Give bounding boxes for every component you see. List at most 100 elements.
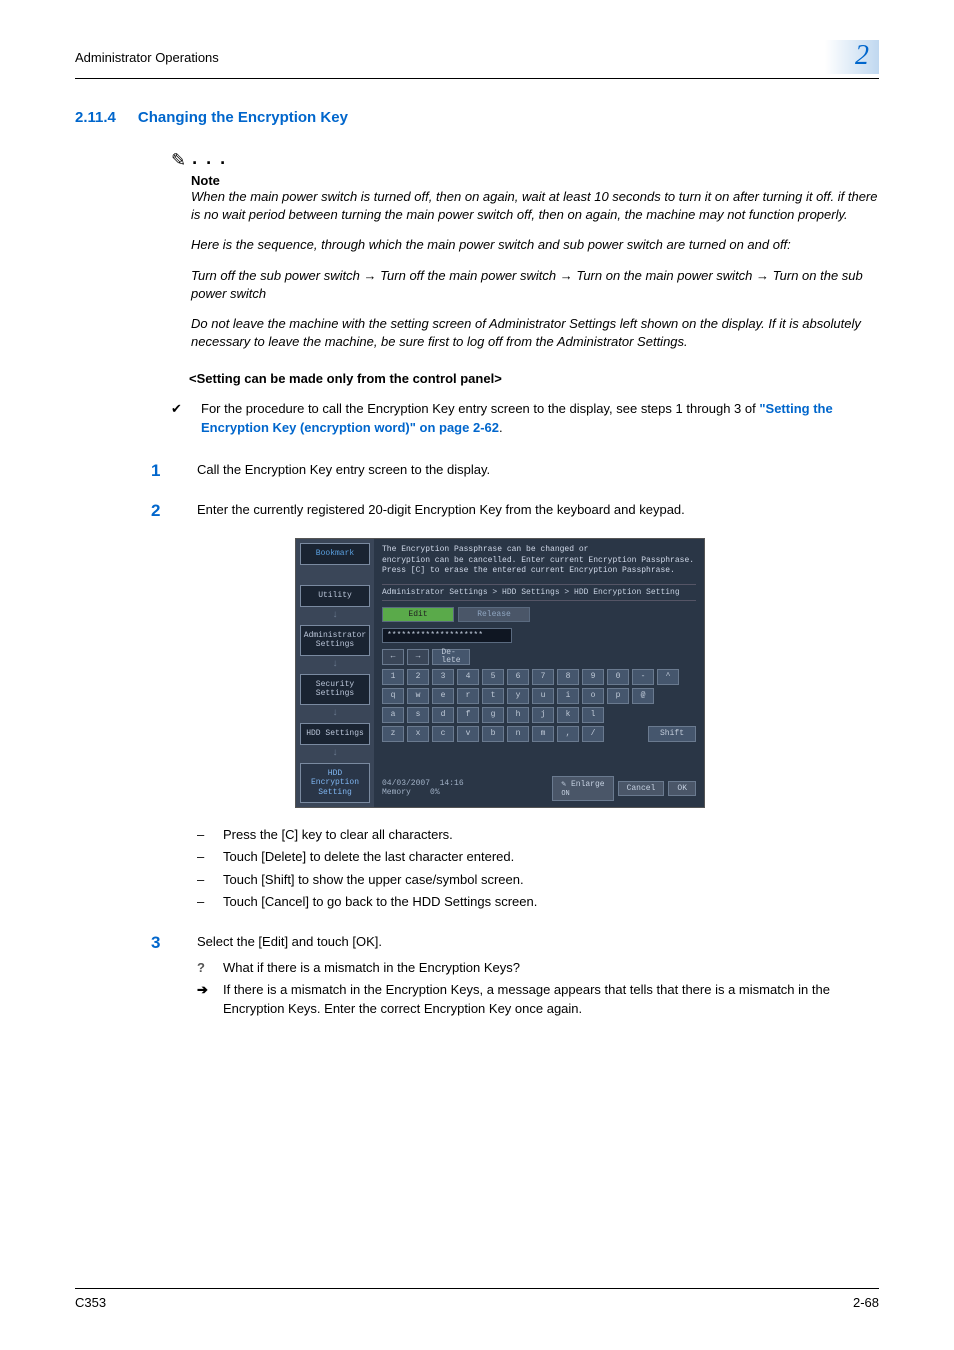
key-k[interactable]: k [557,707,579,723]
key-w[interactable]: w [407,688,429,704]
key-2[interactable]: 2 [407,669,429,685]
key-q[interactable]: q [382,688,404,704]
arrow-left-key[interactable]: ← [382,649,404,665]
note-dots: . . . [192,148,227,168]
section-number: 2.11.4 [75,109,116,126]
lcd-breadcrumb: Administrator Settings > HDD Settings > … [382,584,696,601]
key-3[interactable]: 3 [432,669,454,685]
arrow-down-icon: ↓ [300,660,370,670]
question-icon: ? [197,959,223,977]
note-label: Note [191,173,879,188]
key-i[interactable]: i [557,688,579,704]
step-text: Call the Encryption Key entry screen to … [197,459,879,479]
lcd-tabs: Edit Release [382,607,696,622]
key-row-1: 1234567890-^ [382,669,696,685]
cancel-button[interactable]: Cancel [618,781,665,796]
key-f[interactable]: f [457,707,479,723]
edit-tab[interactable]: Edit [382,607,454,622]
arrow-right-key[interactable]: → [407,649,429,665]
key-h[interactable]: h [507,707,529,723]
lcd-sidebar: Bookmark Utility ↓ Administrator Setting… [296,539,374,807]
ok-button[interactable]: OK [668,781,696,796]
dash-icon: – [197,826,223,844]
check-text: For the procedure to call the Encryption… [201,400,879,436]
key-b[interactable]: b [482,726,504,742]
utility-button[interactable]: Utility [300,585,370,607]
key-r[interactable]: r [457,688,479,704]
step-text: Enter the currently registered 20-digit … [197,499,879,519]
key-1[interactable]: 1 [382,669,404,685]
step-3: 3 Select the [Edit] and touch [OK]. ?Wha… [151,931,879,1022]
shift-key[interactable]: Shift [648,726,696,742]
key-d[interactable]: d [432,707,454,723]
step-2: 2 Enter the currently registered 20-digi… [151,499,879,523]
key-row-3: asdfghjkl [382,707,696,723]
arrow-icon: → [756,268,769,283]
key-p[interactable]: p [607,688,629,704]
step-number: 1 [151,459,197,483]
delete-key[interactable]: De- lete [432,649,470,665]
release-tab[interactable]: Release [458,607,530,622]
key-a[interactable]: a [382,707,404,723]
bullet-text: Touch [Cancel] to go back to the HDD Set… [223,893,537,911]
hdd-settings-button[interactable]: HDD Settings [300,723,370,745]
page: Administrator Operations 2 2.11.4 Changin… [0,0,954,1350]
bullet-text: Press the [C] key to clear all character… [223,826,453,844]
key-g[interactable]: g [482,707,504,723]
key-o[interactable]: o [582,688,604,704]
key-l[interactable]: l [582,707,604,723]
setting-limitation: <Setting can be made only from the contr… [189,371,879,386]
key-4[interactable]: 4 [457,669,479,685]
key-e[interactable]: e [432,688,454,704]
key-row-2: qwertyuiop@ [382,688,696,704]
key-n[interactable]: n [507,726,529,742]
lcd-footer-info: 04/03/2007 14:16 Memory 0% [382,780,464,798]
bullet-text: Touch [Delete] to delete the last charac… [223,848,514,866]
key-j[interactable]: j [532,707,554,723]
product-code: C353 [75,1295,106,1310]
hdd-encryption-button[interactable]: HDD Encryption Setting [300,763,370,804]
note-p3: Do not leave the machine with the settin… [191,315,879,351]
lcd-keyboard: 1234567890-^ qwertyuiop@ asdfghjkl zxcvb… [382,669,696,742]
key-s[interactable]: s [407,707,429,723]
key-0[interactable]: 0 [607,669,629,685]
arrow-down-icon: ↓ [300,611,370,621]
key-c[interactable]: c [432,726,454,742]
page-number: 2-68 [853,1295,879,1310]
page-header: Administrator Operations 2 [75,40,879,79]
passphrase-input[interactable]: ******************** [382,628,512,643]
key-^[interactable]: ^ [657,669,679,685]
key-6[interactable]: 6 [507,669,529,685]
key-x[interactable]: x [407,726,429,742]
bookmark-button[interactable]: Bookmark [300,543,370,565]
section-title: Changing the Encryption Key [138,109,348,126]
answer-arrow-icon: ➔ [197,981,223,999]
checkmark-icon: ✔ [171,400,201,418]
security-settings-button[interactable]: Security Settings [300,674,370,705]
key-v[interactable]: v [457,726,479,742]
key-/[interactable]: / [582,726,604,742]
key--[interactable]: - [632,669,654,685]
key-z[interactable]: z [382,726,404,742]
arrow-icon: → [363,268,376,283]
step-number: 3 [151,931,197,955]
key-9[interactable]: 9 [582,669,604,685]
lcd-footer: 04/03/2007 14:16 Memory 0% ✎ EnlargeON C… [382,770,696,801]
section-heading: 2.11.4 Changing the Encryption Key [75,109,879,126]
key-m[interactable]: m [532,726,554,742]
key-y[interactable]: y [507,688,529,704]
key-,[interactable]: , [557,726,579,742]
key-@[interactable]: @ [632,688,654,704]
key-7[interactable]: 7 [532,669,554,685]
key-u[interactable]: u [532,688,554,704]
check-item: ✔ For the procedure to call the Encrypti… [171,400,879,436]
chapter-number: 2 [825,40,879,74]
key-t[interactable]: t [482,688,504,704]
question-text: What if there is a mismatch in the Encry… [223,959,520,977]
admin-settings-button[interactable]: Administrator Settings [300,625,370,656]
page-footer: C353 2-68 [75,1288,879,1310]
enlarge-button[interactable]: ✎ EnlargeON [552,776,613,801]
key-5[interactable]: 5 [482,669,504,685]
key-8[interactable]: 8 [557,669,579,685]
note-sequence: Turn off the sub power switch → Turn off… [191,267,879,303]
